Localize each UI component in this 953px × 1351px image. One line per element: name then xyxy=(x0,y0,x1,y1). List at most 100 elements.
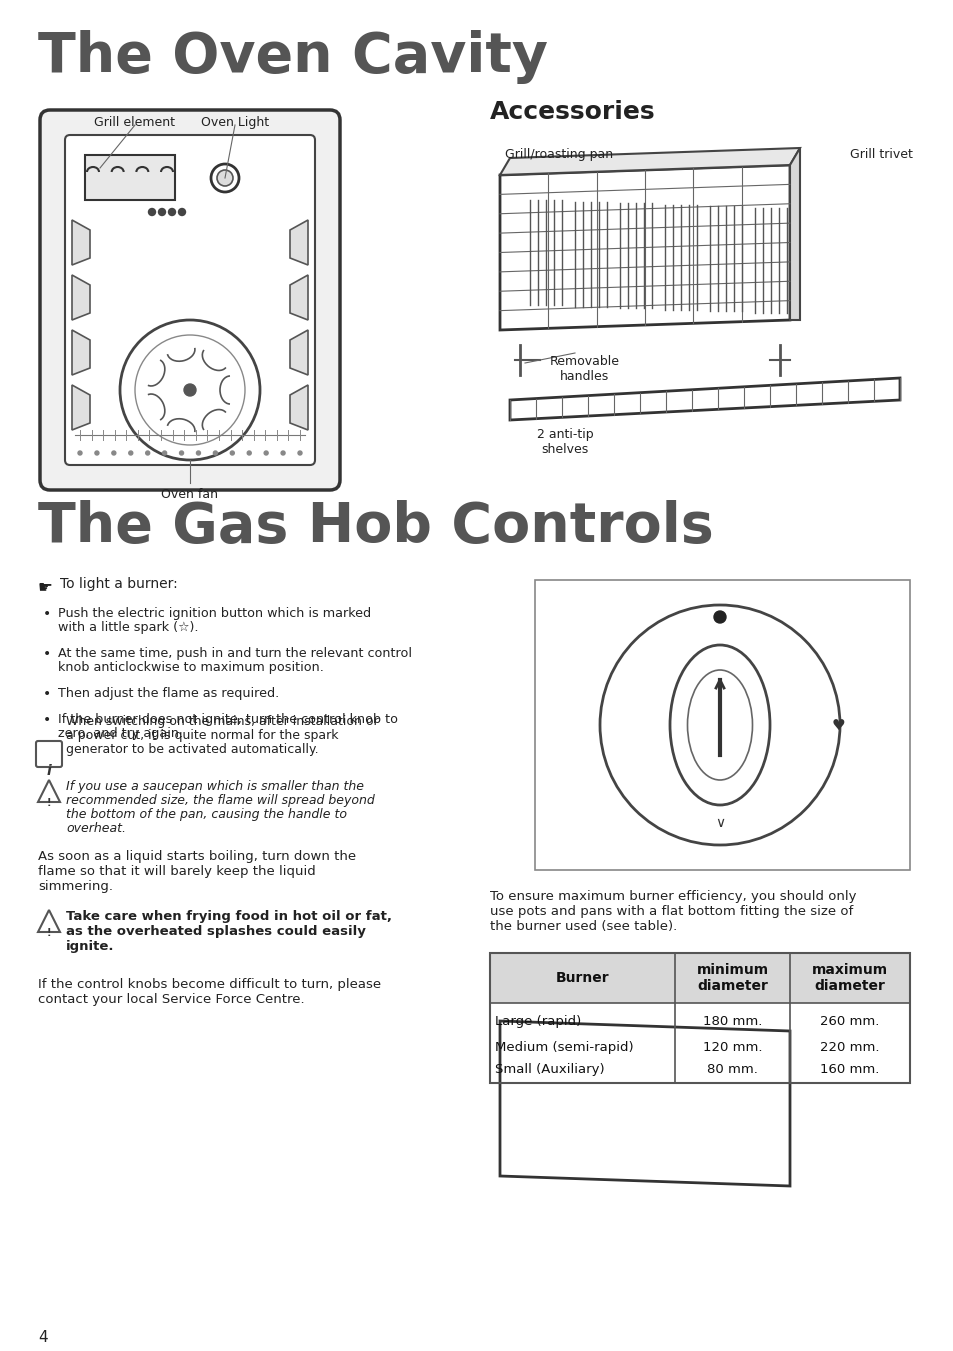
Circle shape xyxy=(149,208,155,216)
Circle shape xyxy=(247,451,251,455)
Circle shape xyxy=(211,163,239,192)
Circle shape xyxy=(184,384,195,396)
Text: Take care when frying food in hot oil or fat,: Take care when frying food in hot oil or… xyxy=(66,911,392,923)
Polygon shape xyxy=(71,276,90,320)
Text: generator to be activated automatically.: generator to be activated automatically. xyxy=(66,743,318,757)
Text: 160 mm.: 160 mm. xyxy=(820,1063,879,1075)
Text: 120 mm.: 120 mm. xyxy=(702,1042,761,1054)
Text: 180 mm.: 180 mm. xyxy=(702,1015,761,1028)
Text: i: i xyxy=(47,765,51,778)
Circle shape xyxy=(158,208,165,216)
Text: To ensure maximum burner efficiency, you should only: To ensure maximum burner efficiency, you… xyxy=(490,890,856,902)
Text: the bottom of the pan, causing the handle to: the bottom of the pan, causing the handl… xyxy=(66,808,347,821)
Text: If the control knobs become difficult to turn, please: If the control knobs become difficult to… xyxy=(38,978,381,992)
Circle shape xyxy=(196,451,200,455)
Bar xyxy=(490,952,909,1002)
Text: overheat.: overheat. xyxy=(66,821,126,835)
Text: Grill trivet: Grill trivet xyxy=(849,149,912,161)
Text: The Oven Cavity: The Oven Cavity xyxy=(38,30,547,84)
Polygon shape xyxy=(499,165,789,330)
Text: 2 anti-tip
shelves: 2 anti-tip shelves xyxy=(537,428,593,457)
Text: Grill/roasting pan: Grill/roasting pan xyxy=(504,149,613,161)
Polygon shape xyxy=(71,330,90,376)
Circle shape xyxy=(95,451,99,455)
Text: •: • xyxy=(43,607,51,621)
Circle shape xyxy=(112,451,115,455)
Text: contact your local Service Force Centre.: contact your local Service Force Centre. xyxy=(38,993,304,1006)
Text: To light a burner:: To light a burner: xyxy=(60,577,177,590)
Circle shape xyxy=(230,451,234,455)
Circle shape xyxy=(599,605,840,844)
Text: Oven Light: Oven Light xyxy=(201,116,269,128)
Polygon shape xyxy=(290,276,308,320)
Text: knob anticlockwise to maximum position.: knob anticlockwise to maximum position. xyxy=(58,661,323,674)
Polygon shape xyxy=(499,1021,789,1186)
Circle shape xyxy=(264,451,268,455)
Circle shape xyxy=(179,451,183,455)
Text: a power cut, it is quite normal for the spark: a power cut, it is quite normal for the … xyxy=(66,730,338,742)
Circle shape xyxy=(78,451,82,455)
Text: •: • xyxy=(43,713,51,727)
Text: minimum
diameter: minimum diameter xyxy=(696,963,768,993)
Text: Then adjust the flame as required.: Then adjust the flame as required. xyxy=(58,688,279,700)
Text: Large (rapid): Large (rapid) xyxy=(495,1015,580,1028)
Circle shape xyxy=(178,208,185,216)
Text: as the overheated splashes could easily: as the overheated splashes could easily xyxy=(66,925,366,938)
Text: If the burner does not ignite, turn the control knob to: If the burner does not ignite, turn the … xyxy=(58,713,397,725)
Text: Oven fan: Oven fan xyxy=(161,488,218,501)
Text: zero, and try again.: zero, and try again. xyxy=(58,727,183,740)
Circle shape xyxy=(129,451,132,455)
Bar xyxy=(490,952,909,1084)
Circle shape xyxy=(169,208,175,216)
Text: Small (Auxiliary): Small (Auxiliary) xyxy=(495,1063,604,1075)
Text: maximum
diameter: maximum diameter xyxy=(811,963,887,993)
Polygon shape xyxy=(38,911,60,932)
FancyBboxPatch shape xyxy=(36,740,62,767)
Text: As soon as a liquid starts boiling, turn down the: As soon as a liquid starts boiling, turn… xyxy=(38,850,355,863)
Text: Push the electric ignition button which is marked: Push the electric ignition button which … xyxy=(58,607,371,620)
Text: Medium (semi-rapid): Medium (semi-rapid) xyxy=(495,1042,633,1054)
Text: Removable
handles: Removable handles xyxy=(550,355,619,382)
Circle shape xyxy=(213,451,217,455)
Polygon shape xyxy=(499,149,800,176)
Circle shape xyxy=(146,451,150,455)
Text: At the same time, push in and turn the relevant control: At the same time, push in and turn the r… xyxy=(58,647,412,661)
Circle shape xyxy=(162,451,167,455)
Text: Grill element: Grill element xyxy=(94,116,175,128)
Text: •: • xyxy=(43,647,51,661)
FancyBboxPatch shape xyxy=(85,155,174,200)
FancyBboxPatch shape xyxy=(65,135,314,465)
Ellipse shape xyxy=(669,644,769,805)
Polygon shape xyxy=(789,149,800,320)
Text: !: ! xyxy=(47,798,51,808)
Polygon shape xyxy=(290,385,308,430)
Text: ignite.: ignite. xyxy=(66,940,114,952)
Text: Burner: Burner xyxy=(555,971,609,985)
Ellipse shape xyxy=(687,670,752,780)
Polygon shape xyxy=(290,220,308,265)
Text: with a little spark (☆).: with a little spark (☆). xyxy=(58,621,198,634)
Circle shape xyxy=(135,335,245,444)
Bar xyxy=(535,580,909,870)
Text: When switching on the mains, after installation or: When switching on the mains, after insta… xyxy=(66,715,378,728)
Polygon shape xyxy=(510,378,899,420)
Text: 260 mm.: 260 mm. xyxy=(820,1015,879,1028)
Circle shape xyxy=(297,451,302,455)
Polygon shape xyxy=(71,220,90,265)
Circle shape xyxy=(281,451,285,455)
Polygon shape xyxy=(290,330,308,376)
Polygon shape xyxy=(38,780,60,802)
FancyBboxPatch shape xyxy=(40,109,339,490)
Text: Accessories: Accessories xyxy=(490,100,655,124)
Text: flame so that it will barely keep the liquid: flame so that it will barely keep the li… xyxy=(38,865,315,878)
Text: use pots and pans with a flat bottom fitting the size of: use pots and pans with a flat bottom fit… xyxy=(490,905,852,917)
Circle shape xyxy=(713,611,725,623)
Text: If you use a saucepan which is smaller than the: If you use a saucepan which is smaller t… xyxy=(66,780,364,793)
Polygon shape xyxy=(71,385,90,430)
Text: ♥: ♥ xyxy=(831,717,844,732)
Circle shape xyxy=(120,320,260,459)
Text: simmering.: simmering. xyxy=(38,880,112,893)
Text: The Gas Hob Controls: The Gas Hob Controls xyxy=(38,500,713,554)
Text: recommended size, the flame will spread beyond: recommended size, the flame will spread … xyxy=(66,794,375,807)
Text: 80 mm.: 80 mm. xyxy=(706,1063,757,1075)
